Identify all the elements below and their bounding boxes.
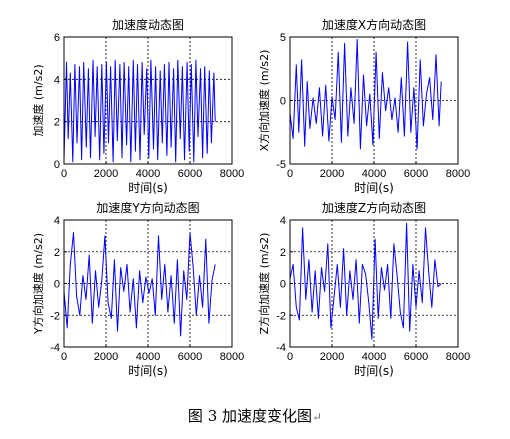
series-line-1	[289, 222, 442, 340]
y-tick-label-2: 4	[54, 74, 60, 86]
x-tick-label-1: 2000	[94, 168, 118, 180]
x-tick-label-4: 8000	[446, 168, 470, 180]
x-tick-label-1: 2000	[320, 351, 344, 363]
y-tick-label-1: -2	[50, 310, 60, 322]
x-tick-label-3: 6000	[404, 351, 428, 363]
figure-caption: 图 3 加速度变化图↵	[0, 405, 510, 426]
x-tick-label-2: 4000	[362, 351, 386, 363]
y-tick-label-1: 0	[280, 96, 286, 108]
series-line-1	[289, 39, 442, 150]
x-tick-label-2: 4000	[136, 351, 160, 363]
x-tick-label-0: 0	[61, 168, 67, 180]
y-tick-label-3: 2	[54, 247, 60, 259]
x-axis-label: 时间(s)	[354, 181, 394, 195]
y-tick-label-4: 4	[54, 215, 60, 227]
y-tick-label-0: 0	[54, 159, 60, 171]
y-tick-label-0: -4	[276, 342, 286, 354]
x-tick-label-4: 8000	[220, 168, 244, 180]
x-tick-label-0: 0	[287, 168, 293, 180]
y-tick-label-2: 0	[54, 279, 60, 291]
x-tick-label-2: 4000	[136, 168, 160, 180]
y-tick-label-3: 6	[54, 32, 60, 44]
x-tick-label-0: 0	[287, 351, 293, 363]
caption-text: 图 3 加速度变化图	[187, 407, 313, 425]
y-tick-label-2: 5	[280, 32, 286, 44]
y-tick-label-1: 2	[54, 117, 60, 129]
series-line-1	[63, 232, 216, 337]
y-tick-label-0: -5	[276, 159, 286, 171]
y-tick-label-3: 2	[280, 247, 286, 259]
y-axis-label: 加速度 (m/s2)	[31, 64, 45, 136]
chart-title: 加速度X方向动态图	[322, 17, 426, 32]
y-tick-label-0: -4	[50, 342, 60, 354]
x-tick-label-3: 6000	[178, 168, 202, 180]
x-axis-label: 时间(s)	[128, 364, 168, 378]
x-tick-label-1: 2000	[94, 351, 118, 363]
y-axis-label: Y方向加速度 (m/s2)	[31, 233, 45, 335]
y-axis-label: X方向加速度 (m/s2)	[257, 50, 271, 152]
y-tick-label-4: 4	[280, 215, 286, 227]
chart-panel-2: 0 2000 4000 6000 8000-505加速度X方向动态图时间(s)X方向加速…	[257, 17, 470, 195]
x-tick-label-4: 8000	[446, 351, 470, 363]
x-tick-label-4: 8000	[220, 351, 244, 363]
series-line-1	[63, 59, 216, 163]
x-axis-label: 时间(s)	[354, 364, 394, 378]
chart-title: 加速度动态图	[112, 17, 184, 32]
chart-title: 加速度Y方向动态图	[96, 200, 199, 215]
y-tick-label-2: 0	[280, 279, 286, 291]
chart-title: 加速度Z方向动态图	[322, 200, 426, 215]
y-tick-label-1: -2	[276, 310, 286, 322]
x-tick-label-3: 6000	[404, 168, 428, 180]
x-tick-label-0: 0	[61, 351, 67, 363]
x-tick-label-3: 6000	[178, 351, 202, 363]
x-axis-label: 时间(s)	[128, 181, 168, 195]
paragraph-mark: ↵	[312, 410, 323, 424]
x-tick-label-2: 4000	[362, 168, 386, 180]
y-axis-label: Z方向加速度 (m/s2)	[257, 233, 271, 335]
x-tick-label-1: 2000	[320, 168, 344, 180]
